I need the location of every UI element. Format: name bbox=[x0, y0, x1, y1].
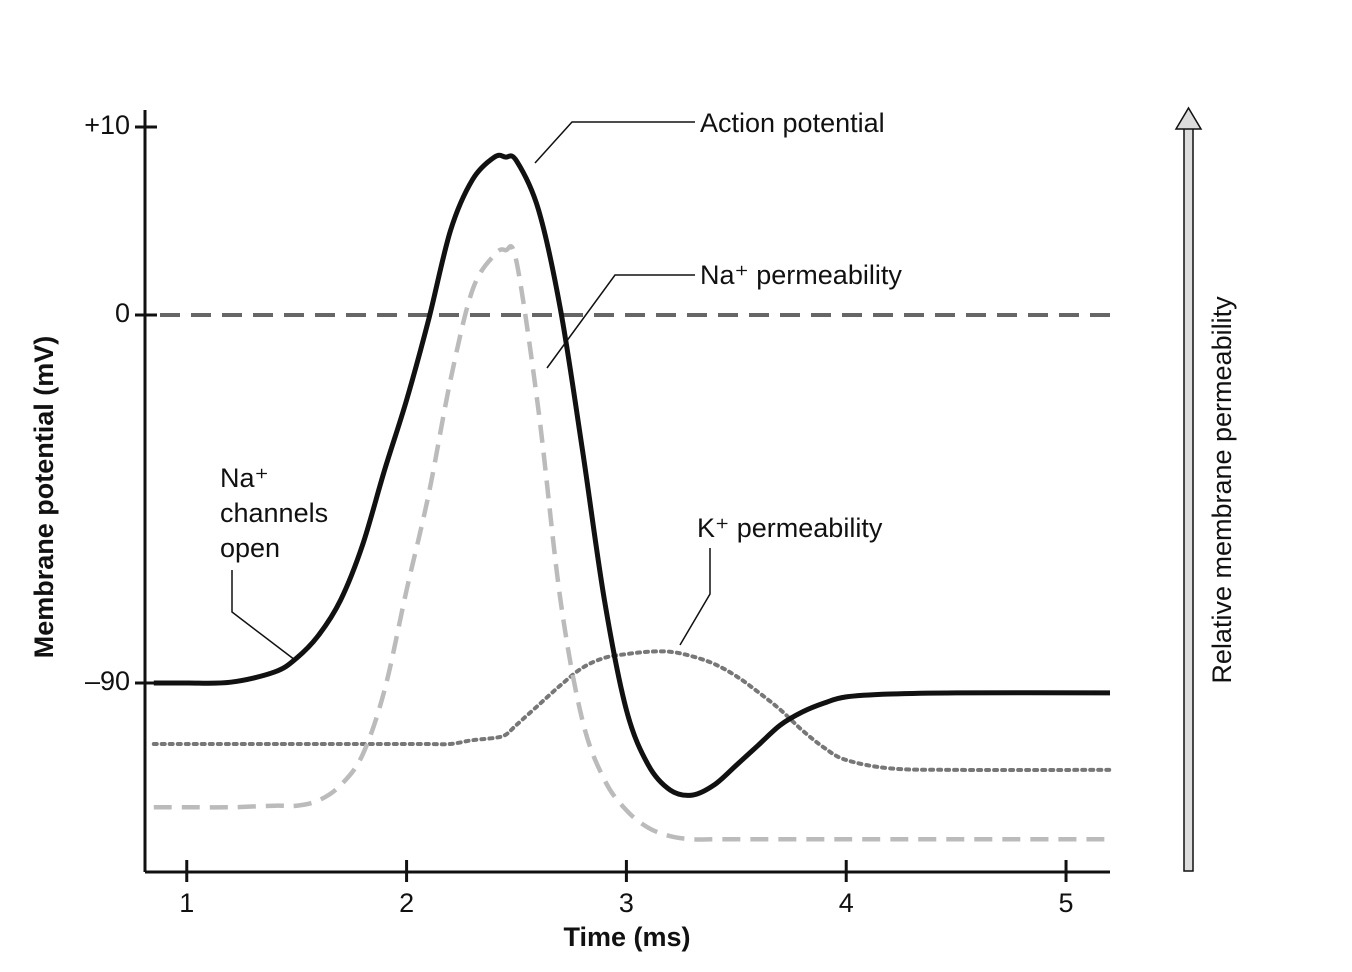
series-label: K⁺ permeability bbox=[697, 513, 883, 543]
series-line bbox=[151, 649, 1112, 773]
annotation: channels bbox=[220, 498, 328, 528]
series-label: Na⁺ permeability bbox=[700, 260, 902, 290]
y2-axis-title: Relative membrane permeability bbox=[1207, 296, 1237, 684]
x-tick-label: 1 bbox=[179, 888, 194, 918]
series-line bbox=[153, 152, 1111, 798]
x-tick-label: 3 bbox=[619, 888, 634, 918]
permeability-arrow bbox=[1174, 106, 1203, 872]
annotations bbox=[231, 121, 711, 661]
y-tick-label: +10 bbox=[84, 110, 130, 140]
y-tick-label: –90 bbox=[85, 666, 130, 696]
annotation: open bbox=[220, 533, 280, 563]
x-tick-label: 2 bbox=[399, 888, 414, 918]
leader-line bbox=[231, 570, 296, 661]
x-tick-label: 5 bbox=[1059, 888, 1074, 918]
annotation: Na⁺ bbox=[220, 463, 269, 493]
y-axis-title: Membrane potential (mV) bbox=[29, 336, 59, 659]
leader-line bbox=[546, 274, 695, 369]
arrow-shaft bbox=[1183, 127, 1194, 872]
y-tick-label: 0 bbox=[115, 298, 130, 328]
x-axis-title: Time (ms) bbox=[563, 922, 690, 952]
series-line bbox=[153, 244, 1110, 842]
series-label: Action potential bbox=[700, 108, 885, 138]
x-tick-label: 4 bbox=[839, 888, 854, 918]
leader-line bbox=[534, 121, 695, 164]
leader-line bbox=[679, 548, 711, 646]
arrow-head bbox=[1174, 106, 1203, 130]
